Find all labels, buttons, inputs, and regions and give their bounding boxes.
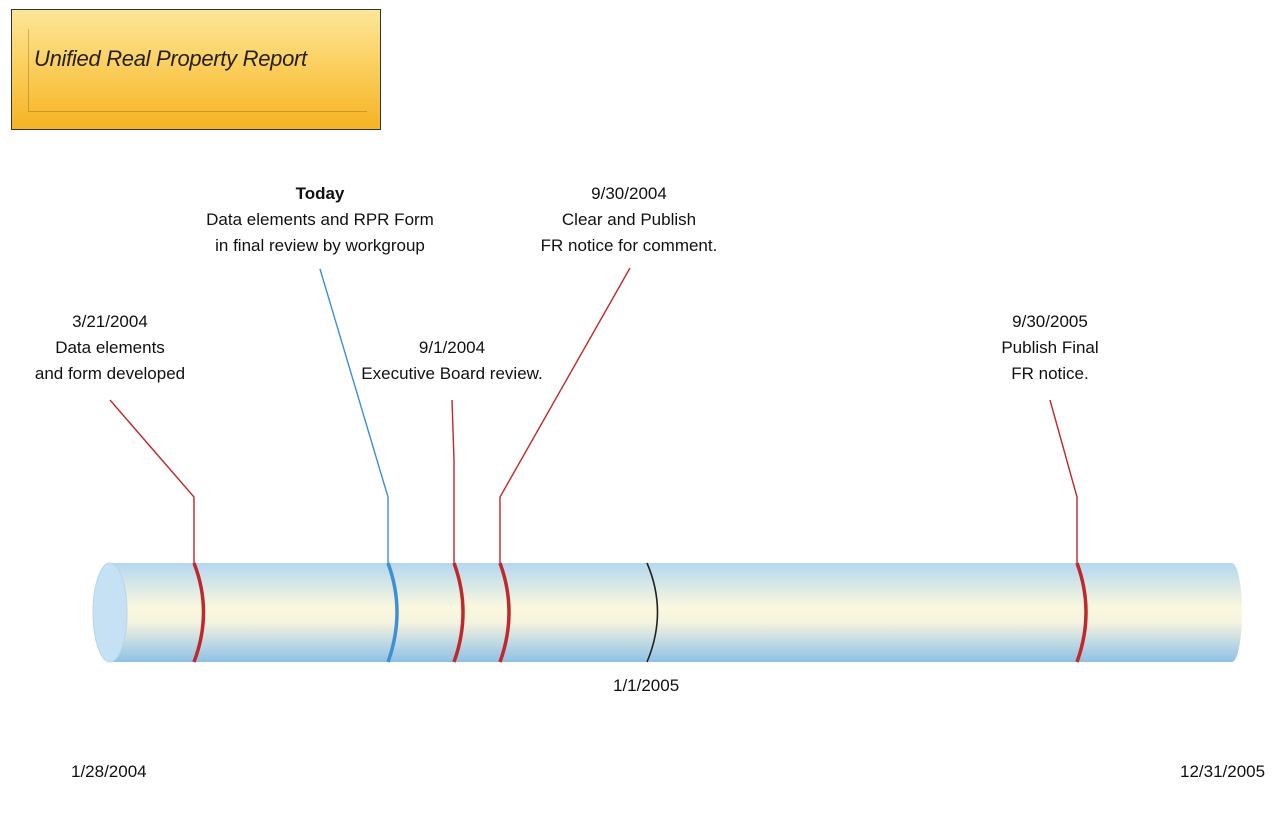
milestone-today-heading: Today [295,184,345,203]
milestone-3-label: 9/1/2004 Executive Board review. [361,335,542,387]
milestone-today-text-line-2: in final review by workgroup [215,236,425,255]
timeline-end-date: 12/31/2005 [1180,762,1266,781]
milestone-1-label: 3/21/2004 Data elements and form develop… [35,309,185,387]
title-inner-frame [28,29,367,112]
milestone-1-text-line-2: and form developed [34,364,186,383]
milestone-today-text-line-1: Data elements and RPR Form [206,210,434,229]
milestone-1-leader-line [109,399,195,563]
timeline-tube-end [1222,563,1242,662]
milestone-4-label: 9/30/2004 Clear and Publish FR notice fo… [541,181,718,259]
milestone-4-date: 9/30/2004 [591,184,667,203]
milestone-5-text-line-1: Publish Final [1001,338,1099,357]
milestone-4-leader-line [499,267,631,563]
milestone-3-leader-line [451,399,455,563]
milestone-3-text-line-1: Executive Board review. [361,364,543,383]
milestone-3-ring [452,562,465,663]
milestone-3-date: 9/1/2004 [418,338,486,357]
milestone-5-label: 9/30/2005 Publish Final FR notice. [1001,309,1098,387]
page-title: Unified Real Property Report [34,46,307,71]
timeline-start-date: 1/28/2004 [71,762,147,781]
milestone-5-ring [1075,562,1088,663]
milestone-1-date: 3/21/2004 [72,312,148,331]
milestone-5-date: 9/30/2005 [1012,312,1088,331]
milestone-today-label: Today Data elements and RPR Form in fina… [206,181,434,259]
milestone-4-text-line-2: FR notice for comment. [540,236,718,255]
milestone-5-text-line-2: FR notice. [1011,364,1089,383]
milestone-4-text-line-1: Clear and Publish [561,210,697,229]
milestone-4-ring [498,562,511,663]
milestone-1-ring [192,562,206,663]
year-marker-label: 1/1/2005 [613,676,680,695]
timeline-tube [110,563,1232,662]
year-marker-ring [646,562,659,663]
milestone-1-text-line-1: Data elements [55,338,165,357]
milestone-5-leader-line [1049,399,1078,563]
title-box: Unified Real Property Report [11,9,381,130]
milestone-today-ring [386,562,399,663]
milestone-today-leader-line [319,268,389,563]
timeline-tube-start-cap [92,562,128,663]
